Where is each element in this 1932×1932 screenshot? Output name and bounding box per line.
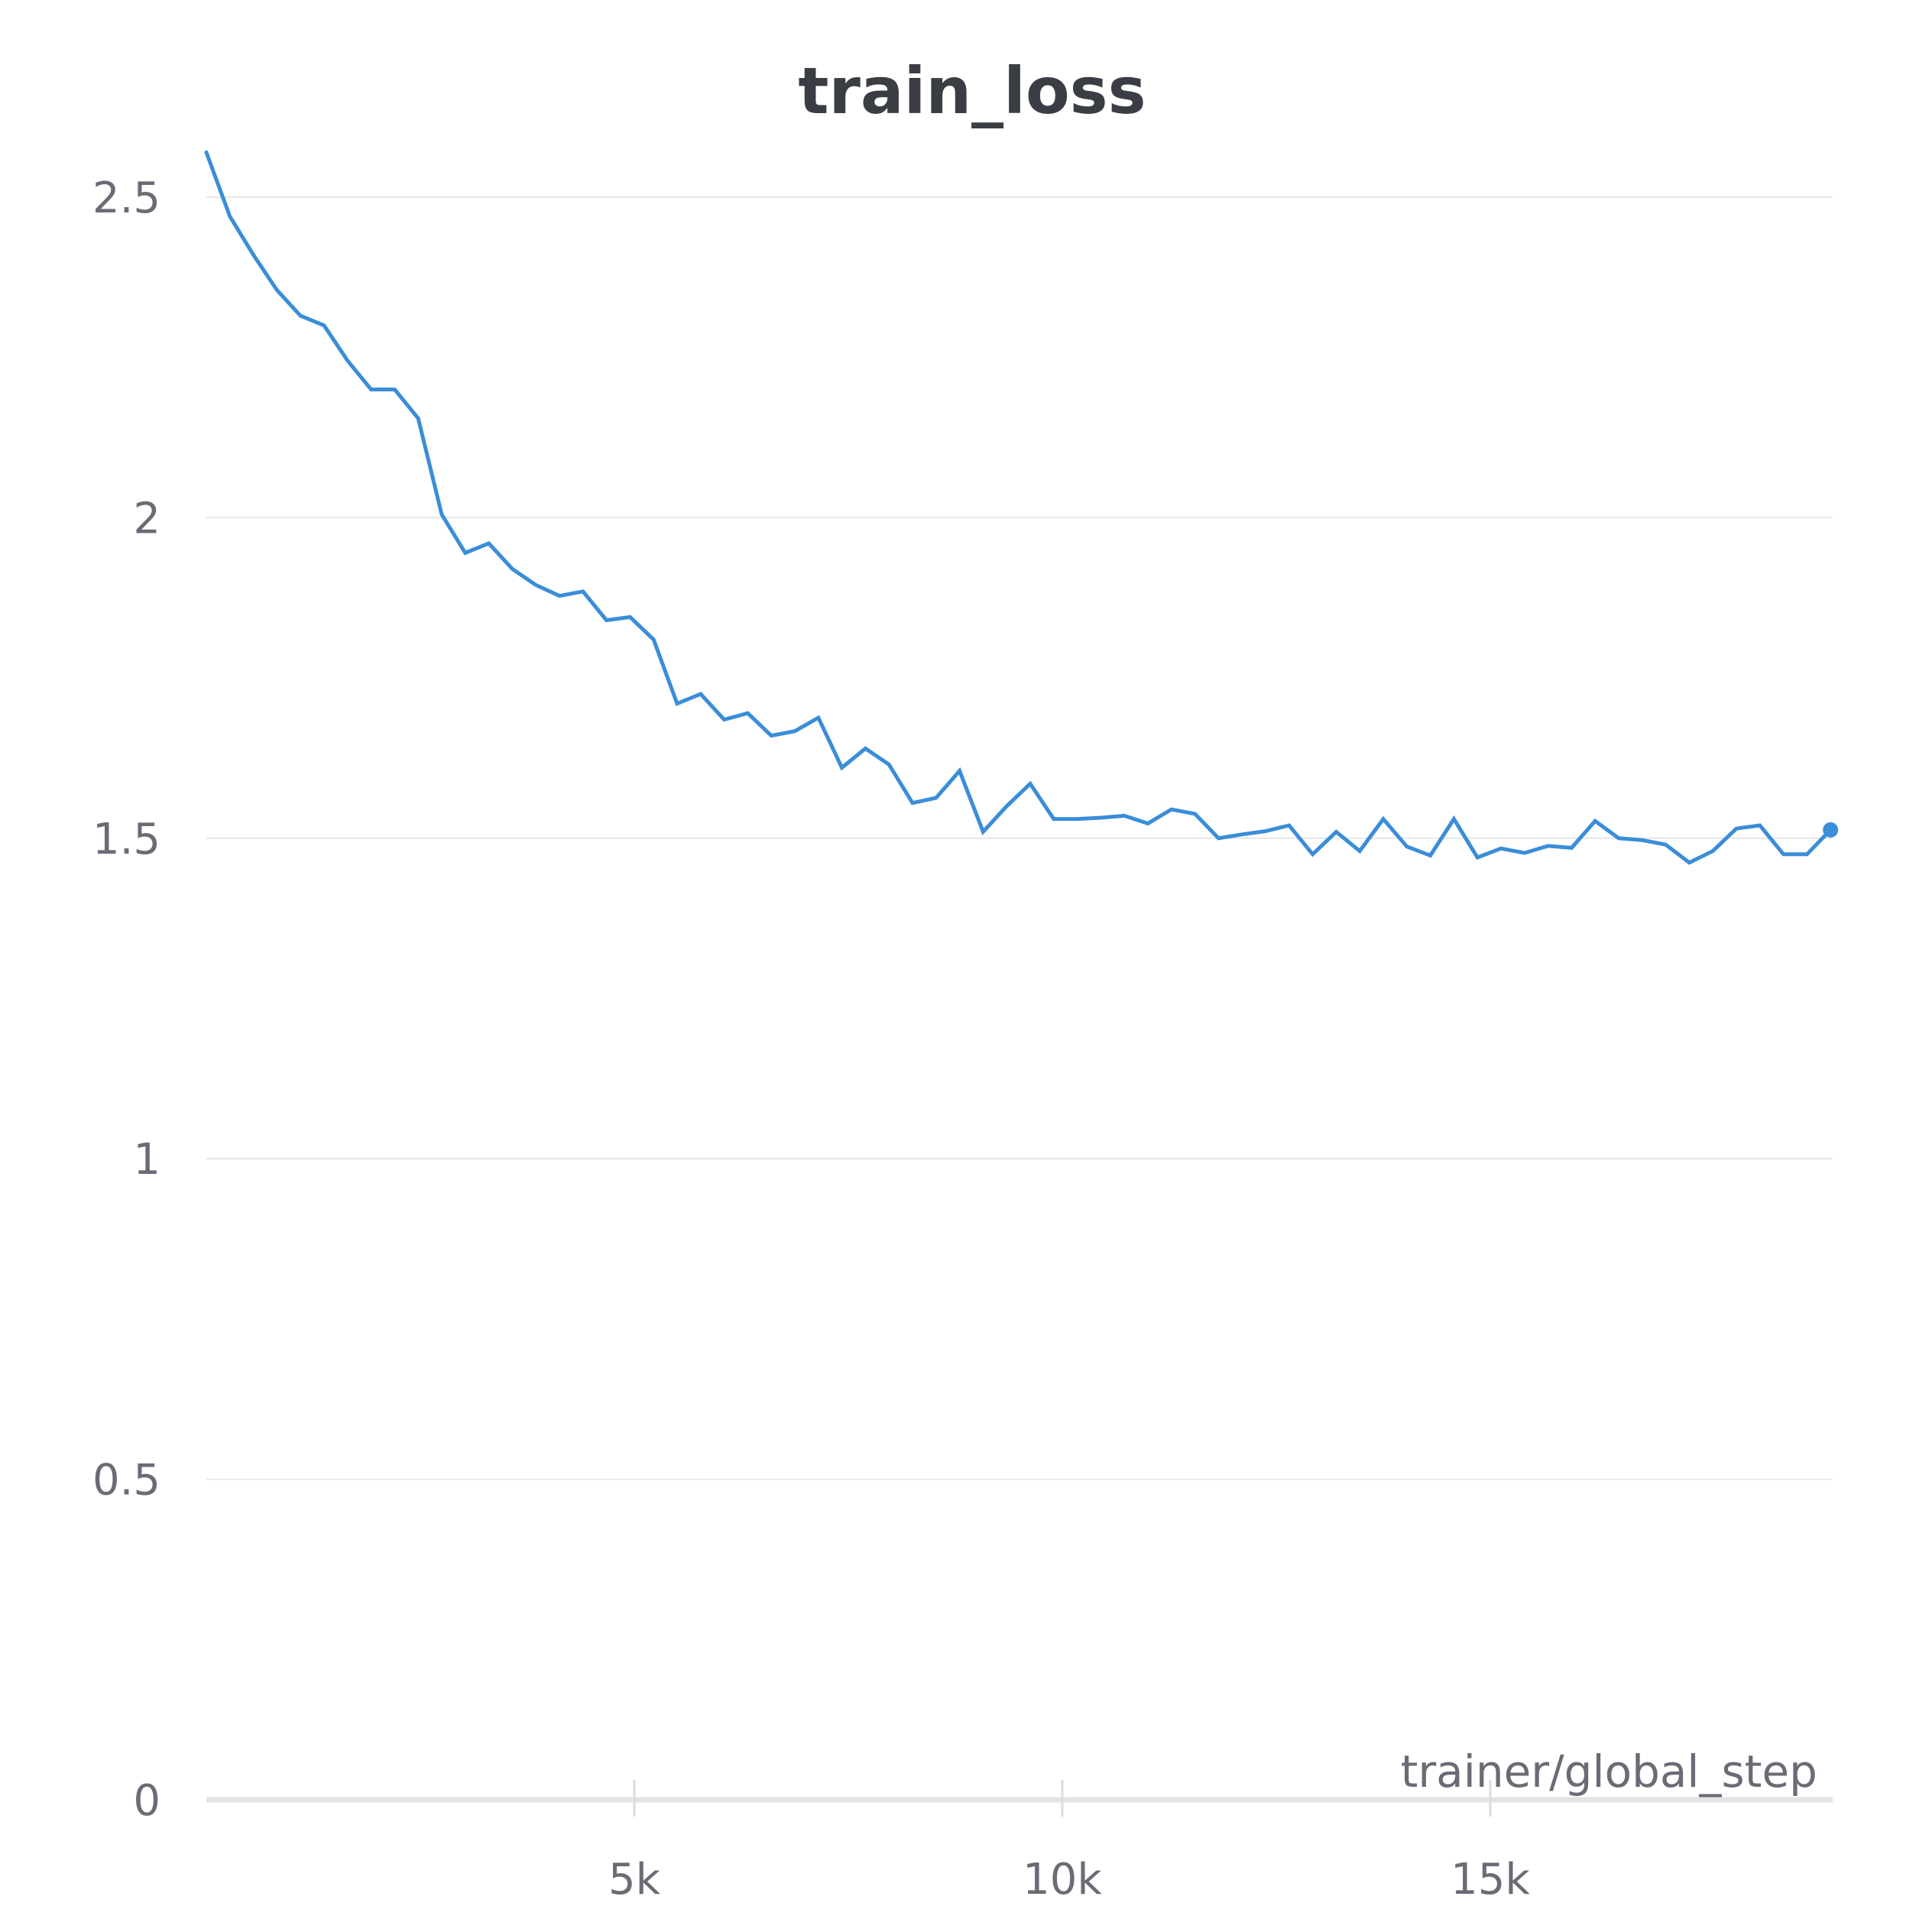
x-tick-label: 5k: [608, 1855, 661, 1904]
y-tick-label: 1.5: [92, 815, 160, 864]
x-axis: [206, 1780, 1833, 1817]
series-endpoint-marker: [1823, 822, 1839, 838]
y-tick-label: 2: [133, 494, 160, 543]
chart-title: train_loss: [798, 53, 1146, 128]
y-axis-tick-labels: 0 0.5 1 1.5 2 2.5: [92, 173, 160, 1826]
y-tick-label: 2.5: [92, 173, 160, 223]
series-layer: [204, 150, 1839, 865]
x-axis-tick-labels: 5k 10k 15k: [608, 1855, 1530, 1904]
series-line: [204, 150, 1833, 865]
y-tick-label: 1: [133, 1135, 160, 1185]
y-tick-label: 0: [133, 1776, 160, 1826]
x-tick-label: 10k: [1023, 1855, 1102, 1904]
x-axis-title: trainer/global_step: [1401, 1746, 1817, 1797]
gridlines: [206, 196, 1833, 1480]
y-tick-label: 0.5: [92, 1456, 160, 1506]
x-tick-label: 15k: [1451, 1855, 1530, 1904]
